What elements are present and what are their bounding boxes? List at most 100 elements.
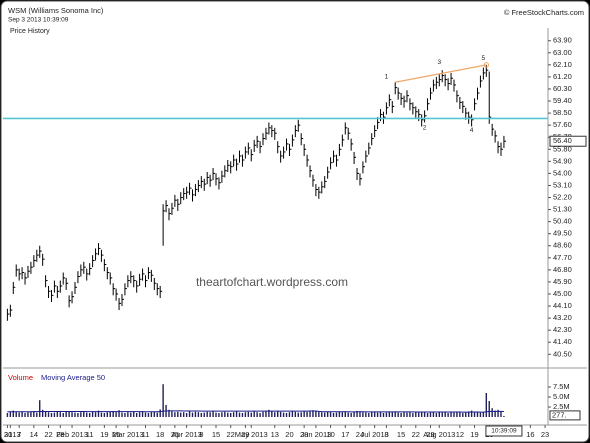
volume-bar <box>394 411 396 417</box>
y-tick-label: 42.30 <box>553 325 572 334</box>
trendline <box>395 64 487 83</box>
price-badge <box>549 135 587 147</box>
x-tick-label: 31 <box>4 430 12 439</box>
volume-bar <box>315 410 317 417</box>
x-tick-label: 15 <box>397 430 405 439</box>
volume-bar <box>388 411 391 417</box>
volume-bar <box>215 412 217 417</box>
volume-bar <box>418 412 420 417</box>
volume-bar <box>182 412 185 417</box>
y-tick-label: 63.00 <box>553 48 572 57</box>
volume-bar <box>335 412 338 417</box>
volume-bar <box>406 412 408 417</box>
wave-label: 3 <box>437 59 441 66</box>
volume-bar <box>250 412 252 417</box>
volume-bar <box>150 412 153 417</box>
volume-bar <box>221 412 223 417</box>
y-tick-label: 41.40 <box>553 337 572 346</box>
source: © FreeStockCharts.com <box>504 8 584 17</box>
y-tick-label: 54.00 <box>553 168 572 177</box>
volume-bar <box>197 412 200 417</box>
y-tick-label: 58.50 <box>553 108 572 117</box>
volume-bar <box>479 412 482 417</box>
wave-label: 1 <box>385 74 389 81</box>
x-tick-label: May 2013 <box>235 430 268 439</box>
volume-bar <box>91 411 94 417</box>
volume-bar <box>420 411 423 417</box>
volume-bar <box>262 411 264 417</box>
volume-bar <box>12 410 14 417</box>
volume-bar <box>268 409 270 417</box>
chart-subtitle: Sep 3 2013 10:39:09 <box>8 17 69 24</box>
volume-bar <box>94 412 97 417</box>
y-tick-label: 48.60 <box>553 241 572 250</box>
x-tick-label: 8 <box>384 430 388 439</box>
volume-bar <box>191 412 194 417</box>
chart-title: WSM (Williams Sonoma Inc) <box>8 6 104 15</box>
x-tick-label: 19 <box>470 430 478 439</box>
x-tick-label: 17 <box>341 430 349 439</box>
volume-bar <box>294 411 297 417</box>
x-tick-label: 28 <box>56 430 64 439</box>
x-tick-label: 2013 <box>4 430 21 439</box>
volume-bar <box>297 412 299 417</box>
volume-bar <box>212 411 214 417</box>
volume-bar <box>203 412 205 417</box>
volume-bar <box>332 413 335 417</box>
volume-bar <box>438 411 440 417</box>
x-tick-label: Jun 2013 <box>300 430 331 439</box>
volume-bar <box>18 412 20 417</box>
wave-label: 2 <box>423 125 427 132</box>
volume-bar <box>426 413 429 417</box>
volume-bar <box>368 413 370 417</box>
volume-bar <box>253 411 255 417</box>
volume-bar <box>44 411 47 417</box>
x-tick-label: Aug 2013 <box>423 430 455 439</box>
y-tick-label: 44.10 <box>553 301 572 310</box>
y-tick-label: 45.90 <box>553 277 572 286</box>
x-tick-label: 14 <box>30 430 38 439</box>
volume-bar <box>59 412 61 417</box>
price-badge-label: 56.40 <box>553 136 572 145</box>
volume-bar <box>65 411 67 417</box>
volume-bar <box>244 412 247 417</box>
volume-bar <box>415 412 417 417</box>
x-tick-label: Feb 2013 <box>56 430 88 439</box>
x-tick-label: 23 <box>541 430 549 439</box>
volume-bar <box>241 413 244 417</box>
y-tick-label: 62.10 <box>553 60 572 69</box>
volume-bar <box>409 411 411 417</box>
volume-bar <box>450 412 452 417</box>
x-tick-label: 22 <box>227 430 235 439</box>
volume-badge <box>549 410 581 421</box>
volume-bar <box>467 411 470 417</box>
volume-bar <box>282 412 285 417</box>
volume-bar <box>238 412 241 417</box>
volume-bar <box>303 411 305 417</box>
volume-bar <box>224 411 226 417</box>
x-tick-label: 16 <box>526 430 534 439</box>
y-tick-label: 2.5M <box>553 402 570 411</box>
volume-bar <box>112 411 114 417</box>
volume-bar <box>30 411 32 417</box>
volume-bar <box>277 411 279 417</box>
y-tick-label: 55.80 <box>553 144 572 153</box>
volume-bar <box>309 411 311 417</box>
volume-bar <box>144 412 147 417</box>
volume-bar <box>141 411 144 417</box>
volume-bar <box>459 412 461 417</box>
volume-bar <box>109 411 111 417</box>
volume-bar <box>247 411 250 417</box>
volume-bar <box>177 411 179 417</box>
volume-bar <box>444 412 446 417</box>
volume-bar <box>341 412 344 417</box>
x-tick-label: 20 <box>285 430 293 439</box>
volume-bar <box>500 411 502 417</box>
volume-bar <box>130 412 132 417</box>
volume-bar <box>385 412 388 417</box>
x-tick-label: 11 <box>142 430 150 439</box>
x-tick-label: 24 <box>356 430 364 439</box>
x-tick-label: 19 <box>100 430 108 439</box>
volume-bar <box>47 412 50 417</box>
